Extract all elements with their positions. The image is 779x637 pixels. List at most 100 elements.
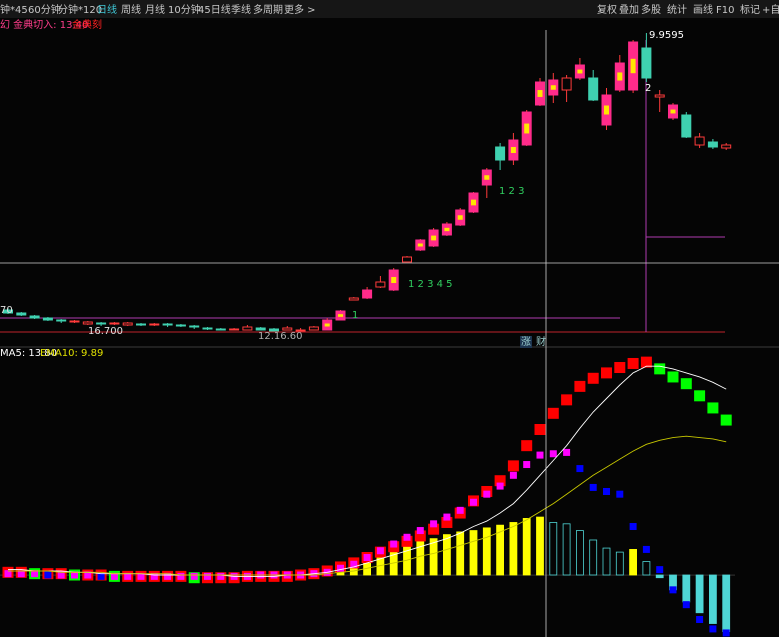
histogram-bar bbox=[615, 551, 624, 576]
toolbar-item[interactable]: +自 bbox=[762, 3, 779, 16]
indicator-panel bbox=[0, 356, 735, 637]
signal-square bbox=[441, 516, 453, 528]
side-tab[interactable] bbox=[520, 336, 532, 348]
candle-body bbox=[202, 327, 213, 330]
candle-body bbox=[402, 256, 412, 263]
signal-square bbox=[217, 572, 225, 580]
toolbar-item[interactable]: 画线 bbox=[693, 3, 713, 16]
signal-square bbox=[561, 394, 573, 406]
annotation: 2 bbox=[645, 83, 651, 94]
candle-body bbox=[189, 325, 200, 328]
legend-entry: EMA10: 9.89 bbox=[40, 348, 103, 359]
signal-square bbox=[470, 498, 477, 506]
histogram-bar bbox=[589, 539, 598, 576]
toolbar-item[interactable]: 多周期 bbox=[253, 3, 283, 16]
histogram-bar bbox=[655, 574, 664, 579]
indicator-line bbox=[8, 435, 727, 576]
signal-square bbox=[403, 533, 411, 541]
candle-body bbox=[295, 329, 306, 332]
signal-square bbox=[616, 490, 624, 498]
signal-square bbox=[521, 440, 533, 452]
toolbar-item[interactable]: 日线 bbox=[97, 3, 117, 16]
toolbar-item[interactable]: 统计 bbox=[667, 3, 687, 16]
signal-square bbox=[547, 407, 559, 419]
histogram-bar bbox=[602, 547, 611, 576]
toolbar-item[interactable]: 周线 bbox=[121, 3, 141, 16]
signal-core bbox=[417, 243, 423, 247]
histogram-bar bbox=[442, 534, 451, 576]
signal-core bbox=[550, 85, 556, 90]
histogram-bar bbox=[496, 524, 505, 576]
candle-body bbox=[69, 320, 80, 323]
signal-core bbox=[510, 147, 516, 153]
signal-square bbox=[31, 570, 39, 578]
signal-square bbox=[642, 545, 650, 553]
toolbar-item[interactable]: 多股 bbox=[641, 3, 661, 16]
signal-square bbox=[534, 423, 546, 435]
annotation: 16.700 bbox=[88, 326, 123, 337]
legend-entry: MA5: 13.80 bbox=[0, 348, 57, 359]
signal-square bbox=[483, 490, 491, 498]
side-tab-label[interactable]: 涨 bbox=[521, 336, 531, 348]
candle-body bbox=[136, 323, 146, 326]
histogram-bar bbox=[416, 539, 425, 576]
signal-square bbox=[669, 586, 677, 594]
histogram-bar bbox=[549, 522, 558, 576]
histogram-bar bbox=[469, 530, 478, 576]
toolbar-item[interactable]: 钟*45 bbox=[0, 3, 28, 16]
candle-body bbox=[29, 315, 40, 319]
candle-body bbox=[694, 136, 705, 146]
toolbar-item[interactable]: 10分钟 bbox=[168, 3, 201, 16]
annotation: 1 bbox=[352, 310, 358, 321]
price-panel: 9.9595 2 1 2 3 1 2 3 4 5 1 16.700 12.16.60 70 bbox=[0, 30, 732, 342]
signal-square bbox=[494, 475, 506, 487]
candle-body bbox=[654, 94, 665, 98]
annotation: 12.16.60 bbox=[258, 331, 303, 342]
signal-square bbox=[428, 523, 440, 535]
histogram-bar bbox=[709, 574, 717, 624]
signal-square bbox=[363, 554, 371, 562]
toolbar-item[interactable]: 月线 bbox=[145, 3, 165, 16]
toolbar-item[interactable]: 叠加 bbox=[619, 4, 639, 16]
signal-square bbox=[84, 571, 92, 579]
signal-square bbox=[150, 572, 158, 580]
candle-body bbox=[641, 47, 652, 79]
toolbar-item[interactable]: 分钟*120 bbox=[58, 3, 102, 16]
signal-square bbox=[137, 572, 145, 580]
signal-core bbox=[338, 314, 343, 317]
candle-body bbox=[588, 77, 599, 101]
signal-label: 金典刻 bbox=[72, 18, 102, 31]
signal-square bbox=[390, 540, 398, 548]
signal-square bbox=[549, 450, 557, 458]
toolbar-item[interactable]: 标记 bbox=[740, 4, 760, 16]
histogram-bar bbox=[562, 523, 571, 576]
side-tab-label[interactable]: 财 bbox=[536, 335, 546, 348]
signal-square bbox=[682, 601, 690, 609]
toolbar-item[interactable]: 45日线 bbox=[198, 3, 231, 16]
toolbar-item[interactable]: 60分钟 bbox=[28, 3, 61, 16]
signal-core bbox=[431, 235, 437, 241]
histogram-bar bbox=[522, 518, 531, 576]
candle-body bbox=[122, 322, 133, 326]
candle-body bbox=[149, 323, 160, 326]
toolbar-item[interactable]: 季线 bbox=[231, 3, 251, 16]
toolbar-item[interactable]: 更多 > bbox=[284, 3, 316, 16]
toolbar-item[interactable]: 复权 bbox=[597, 3, 617, 16]
signal-square bbox=[656, 566, 664, 574]
signal-square bbox=[629, 523, 637, 531]
signal-square bbox=[589, 483, 597, 491]
candle-body bbox=[255, 327, 266, 331]
toolbar-item[interactable]: F10 bbox=[716, 5, 734, 16]
candle-body bbox=[242, 326, 253, 331]
histogram-bar bbox=[576, 530, 584, 576]
signal-square bbox=[177, 572, 185, 580]
signal-square bbox=[601, 367, 612, 379]
signal-square bbox=[496, 482, 504, 490]
signal-core bbox=[457, 215, 463, 220]
histogram-bar bbox=[509, 522, 518, 576]
signal-square bbox=[523, 461, 531, 469]
signal-square bbox=[536, 451, 544, 459]
histogram-bar bbox=[682, 574, 691, 603]
candle-body bbox=[561, 77, 572, 91]
